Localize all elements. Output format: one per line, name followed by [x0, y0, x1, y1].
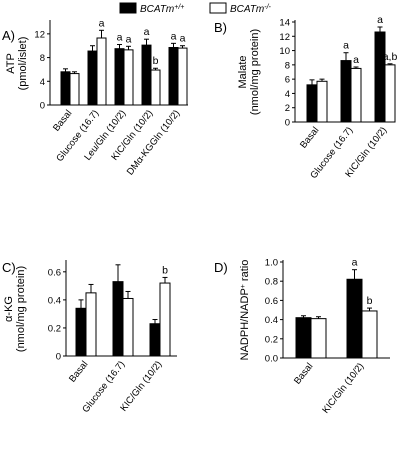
- y-tick-label: 0.4: [48, 295, 61, 306]
- significance-label: a: [99, 17, 105, 29]
- bar-s1-c1: [96, 37, 107, 106]
- bar-s1-c2: [123, 49, 134, 106]
- bar-s0-c2: [149, 323, 161, 357]
- significance-label: a: [117, 32, 123, 44]
- bar-s1-c3: [150, 69, 161, 106]
- significance-label: a: [353, 54, 359, 66]
- legend-label-1: BCATm-/-: [230, 4, 272, 16]
- y-tick-label: 4: [40, 77, 45, 88]
- bar-s1-c1: [361, 310, 378, 359]
- y-axis-label: Malate(nmol/mg protein): [237, 29, 261, 115]
- y-axis-label-line: (nmol/mg protein): [15, 266, 27, 352]
- bar-s0-c0: [60, 71, 71, 106]
- y-tick-label: 12: [34, 29, 45, 40]
- y-tick-label: 0: [56, 352, 61, 363]
- y-axis-label: α-KG(nmol/mg protein): [3, 266, 27, 352]
- legend-label-sup-1: -/-: [264, 4, 271, 11]
- y-tick-label: 8: [40, 53, 45, 64]
- y-tick-label: 8: [285, 60, 290, 71]
- y-axis-label-line: α-KG: [3, 296, 15, 322]
- panel-label: D): [214, 260, 228, 275]
- panel-label: B): [214, 20, 227, 35]
- y-tick-label: 0: [40, 101, 45, 112]
- y-tick-label: 0.2: [265, 334, 278, 345]
- significance-label: a: [180, 33, 186, 45]
- legend-label-0: BCATm+/+: [140, 4, 184, 16]
- y-axis-label: NADPH/NADP+ ratio: [239, 260, 251, 361]
- significance-label: b: [367, 295, 373, 307]
- category-label: Basal: [292, 361, 315, 386]
- bar-s0-c2: [114, 48, 125, 106]
- significance-label: a,b: [383, 51, 398, 63]
- bar-s0-c0: [306, 84, 318, 123]
- legend: BCATm+/+ BCATm-/-: [119, 2, 272, 16]
- panel-label: C): [2, 260, 16, 275]
- bar-s1-c0: [69, 73, 80, 106]
- y-tick-label: 0.0: [265, 354, 278, 365]
- y-tick-label: 0.6: [48, 267, 61, 278]
- bar-s0-c4: [168, 46, 179, 106]
- y-tick-label: 0.4: [265, 315, 278, 326]
- significance-label: b: [153, 55, 159, 67]
- y-tick-label: 2: [285, 103, 290, 114]
- y-tick-label: 0.6: [265, 296, 278, 307]
- significance-label: a: [171, 30, 177, 42]
- bar-s1-c1: [350, 67, 362, 123]
- legend-swatch-1: [209, 2, 227, 14]
- legend-label-sup-0: +/+: [174, 4, 184, 11]
- y-tick-label: 10: [279, 46, 290, 57]
- bar-s0-c0: [75, 307, 87, 357]
- bar-s0-c0: [295, 317, 312, 359]
- y-tick-label: 0.8: [265, 277, 278, 288]
- panel-2: C)00.20.40.6α-KG(nmol/mg protein)BasalGl…: [2, 260, 177, 415]
- legend-label-base-0: BCATm: [140, 4, 174, 15]
- bar-s1-c2: [384, 64, 396, 123]
- y-tick-label: 12: [279, 32, 290, 43]
- bar-s0-c3: [141, 44, 152, 106]
- category-label: KIC/Gln (10/2): [320, 361, 366, 416]
- bar-s1-c0: [310, 318, 327, 359]
- significance-label: a: [144, 26, 150, 38]
- y-tick-label: 0.2: [48, 323, 61, 334]
- y-axis-label-line: ATP: [5, 53, 17, 74]
- bar-s1-c2: [159, 282, 171, 357]
- y-tick-label: 14: [279, 18, 290, 29]
- bar-s0-c2: [374, 31, 386, 123]
- category-label: Basal: [67, 359, 90, 384]
- y-axis-label: ATP(pmol/islet): [5, 37, 29, 91]
- bar-s0-c1: [87, 50, 98, 106]
- significance-label: a: [352, 257, 358, 269]
- bar-s0-c1: [340, 60, 352, 123]
- significance-label: a: [377, 14, 383, 26]
- panel-1: B) 0 2 4 6 8 10 12 14 Malate(nmol/mg protein) Basa…: [214, 14, 397, 181]
- y-tick-label: 6: [285, 75, 290, 86]
- category-label: Basal: [298, 125, 321, 150]
- category-label: Basal: [51, 108, 74, 133]
- legend-swatch-0: [119, 2, 137, 14]
- bar-s1-c4: [177, 47, 188, 106]
- y-axis-label-line: (pmol/islet): [17, 37, 29, 91]
- significance-label: a: [343, 40, 349, 52]
- y-axis-label-line: (nmol/mg protein): [249, 29, 261, 115]
- y-tick-label: 1.0: [265, 258, 278, 269]
- panel-3: D) 0.0 0.2 0.4 0.6 0.8 1.0 NADPH/NADP+ ratio Bas…: [214, 257, 390, 416]
- legend-label-base-1: BCATm: [230, 4, 264, 15]
- bar-s0-c1: [346, 278, 363, 359]
- y-tick-label: 4: [285, 89, 290, 100]
- panel-label: A): [2, 28, 15, 43]
- y-tick-label: 0: [285, 118, 290, 129]
- bar-s1-c0: [316, 80, 328, 123]
- bar-s1-c1: [122, 297, 134, 357]
- y-axis-label-line: Malate: [237, 55, 249, 88]
- significance-label: b: [162, 264, 168, 276]
- significance-label: a: [126, 33, 132, 45]
- bar-s0-c1: [112, 281, 124, 357]
- bar-s1-c0: [85, 292, 97, 357]
